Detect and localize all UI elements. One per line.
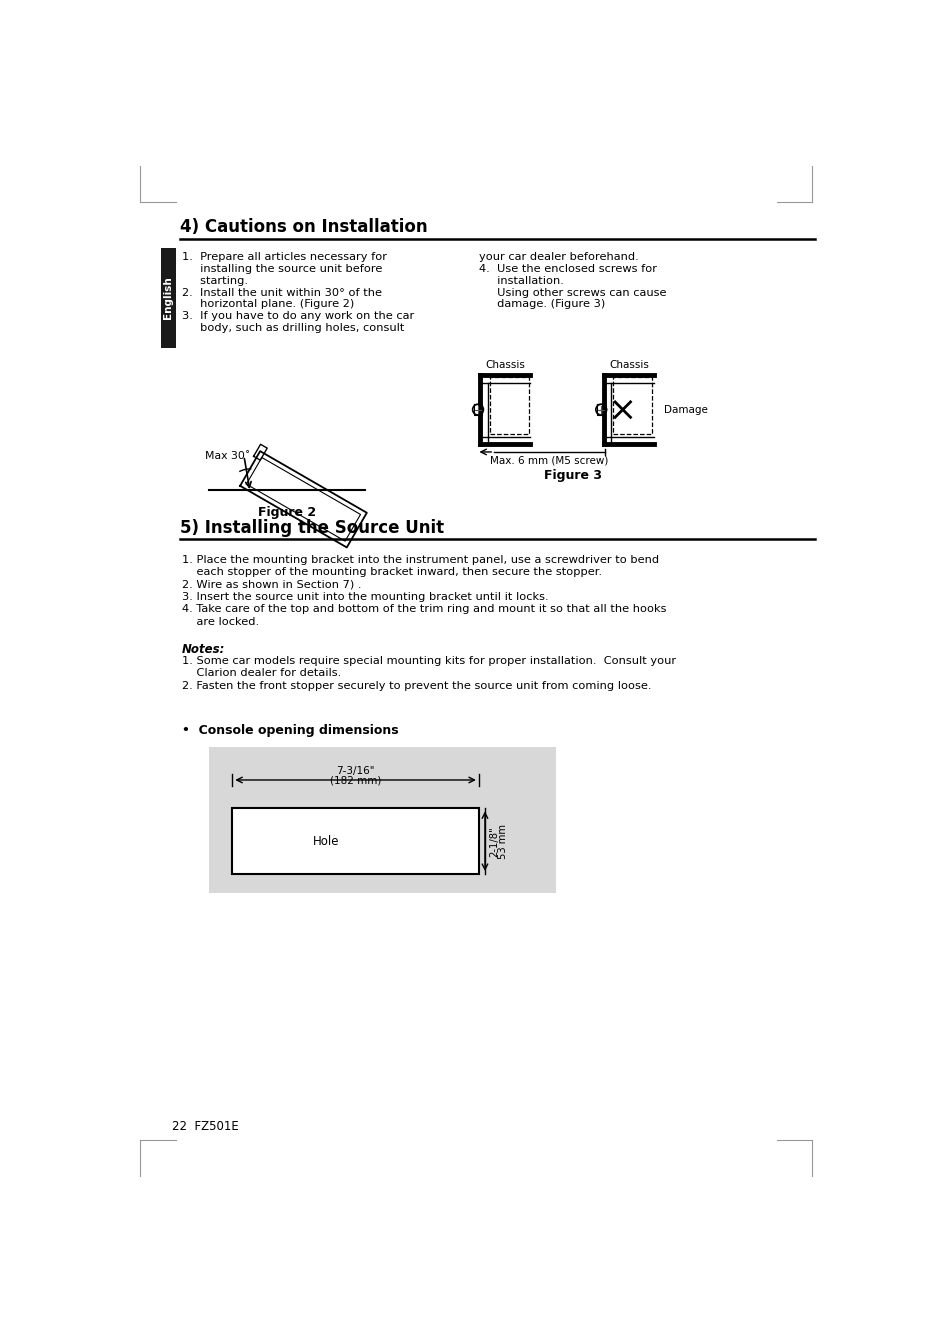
Text: Figure 3: Figure 3 (543, 469, 601, 482)
Text: installation.: installation. (478, 276, 563, 286)
Text: 2. Wire as shown in Section 7) .: 2. Wire as shown in Section 7) . (181, 580, 361, 590)
Text: 4. Take care of the top and bottom of the trim ring and mount it so that all the: 4. Take care of the top and bottom of th… (181, 604, 665, 615)
Text: 7-3/16": 7-3/16" (336, 766, 375, 776)
Text: Hole: Hole (313, 835, 339, 847)
Text: 1. Place the mounting bracket into the instrument panel, use a screwdriver to be: 1. Place the mounting bracket into the i… (181, 555, 658, 566)
Text: 4) Cautions on Installation: 4) Cautions on Installation (180, 218, 427, 236)
Text: are locked.: are locked. (181, 616, 258, 627)
Text: 53 mm: 53 mm (497, 823, 507, 859)
Text: 1. Some car models require special mounting kits for proper installation.  Consu: 1. Some car models require special mount… (181, 656, 675, 667)
Text: 1.  Prepare all articles necessary for: 1. Prepare all articles necessary for (181, 252, 386, 262)
Text: 22  FZ501E: 22 FZ501E (173, 1121, 238, 1133)
Text: each stopper of the mounting bracket inward, then secure the stopper.: each stopper of the mounting bracket inw… (181, 567, 601, 578)
Bar (612, 377, 651, 434)
Text: Using other screws can cause: Using other screws can cause (478, 288, 665, 297)
Text: English: English (163, 276, 174, 319)
Text: horizontal plane. (Figure 2): horizontal plane. (Figure 2) (181, 300, 354, 309)
Text: starting.: starting. (181, 276, 248, 286)
Text: Notes:: Notes: (181, 643, 225, 656)
Text: Chassis: Chassis (609, 360, 648, 371)
Bar (232, 809, 478, 874)
Text: Max. 6 mm (M5 screw): Max. 6 mm (M5 screw) (490, 456, 608, 466)
Text: 2. Fasten the front stopper securely to prevent the source unit from coming loos: 2. Fasten the front stopper securely to … (181, 681, 651, 691)
Text: Max 30˚: Max 30˚ (205, 450, 251, 461)
Text: 5) Installing the Source Unit: 5) Installing the Source Unit (180, 519, 444, 537)
Bar (161, 248, 176, 348)
Text: 3. Insert the source unit into the mounting bracket until it locks.: 3. Insert the source unit into the mount… (181, 592, 548, 602)
Text: 2-1/8": 2-1/8" (489, 826, 498, 857)
Text: installing the source unit before: installing the source unit before (181, 264, 381, 274)
Text: damage. (Figure 3): damage. (Figure 3) (478, 300, 604, 309)
Text: your car dealer beforehand.: your car dealer beforehand. (478, 252, 638, 262)
Text: Chassis: Chassis (485, 360, 525, 371)
Text: 3.  If you have to do any work on the car: 3. If you have to do any work on the car (181, 312, 413, 321)
Text: 2.  Install the unit within 30° of the: 2. Install the unit within 30° of the (181, 288, 381, 297)
Text: (182 mm): (182 mm) (329, 776, 380, 785)
Text: •  Console opening dimensions: • Console opening dimensions (181, 724, 398, 737)
Text: body, such as drilling holes, consult: body, such as drilling holes, consult (181, 324, 404, 333)
Text: Clarion dealer for details.: Clarion dealer for details. (181, 668, 341, 679)
Text: Damage: Damage (663, 405, 707, 414)
Text: Figure 2: Figure 2 (258, 506, 316, 519)
Bar (489, 377, 528, 434)
Text: 4.  Use the enclosed screws for: 4. Use the enclosed screws for (478, 264, 656, 274)
Bar (209, 746, 555, 894)
